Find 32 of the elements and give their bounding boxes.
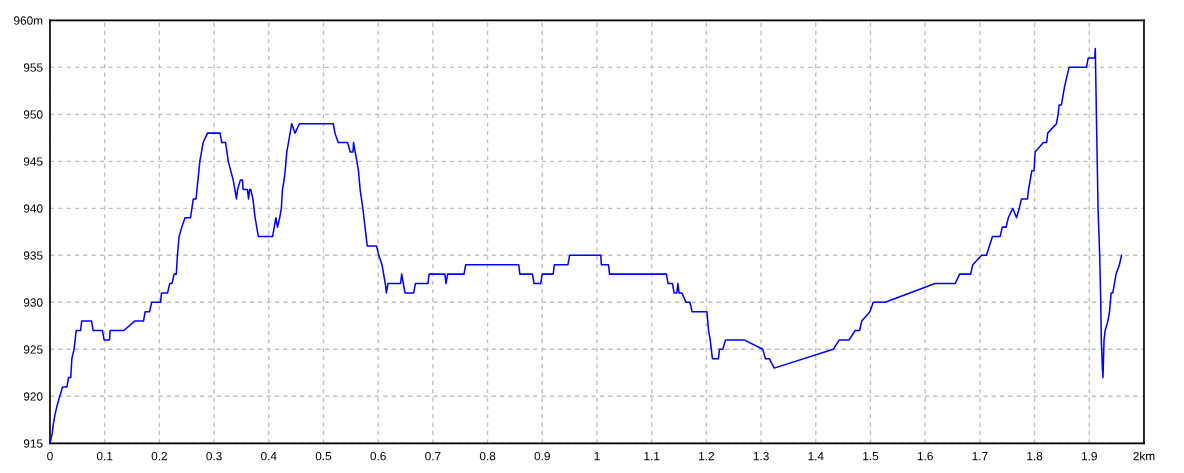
- x-tick-label: 1.4: [808, 452, 824, 461]
- y-tick-label: 915: [23, 439, 43, 448]
- x-tick-label: 0.5: [315, 451, 332, 461]
- y-tick-label: 935: [23, 251, 43, 260]
- x-tick-label: 1.6: [917, 451, 933, 461]
- y-tick-label: 955: [23, 63, 43, 72]
- x-tick-label: 0.8: [479, 451, 496, 461]
- x-tick-label: 0.6: [370, 451, 386, 461]
- x-tick-label: 1: [594, 452, 600, 461]
- x-tick-label: 0.9: [534, 451, 550, 461]
- x-tick-label: 1.9: [1081, 451, 1097, 461]
- y-tick-label: 925: [23, 345, 43, 354]
- x-tick-label: 0.1: [96, 451, 113, 461]
- x-tick-label: 1.5: [863, 452, 879, 461]
- y-tick-label: 950: [23, 110, 43, 119]
- x-tick-label: 0: [47, 451, 53, 461]
- x-tick-label: 1.7: [972, 452, 988, 461]
- x-tick-label: 0.3: [206, 451, 222, 461]
- y-tick-label: 940: [23, 204, 43, 213]
- y-tick-label: 920: [23, 392, 43, 401]
- y-tick-label: 930: [23, 298, 43, 307]
- y-tick-label: 960m: [14, 16, 43, 25]
- x-tick-label: 0.4: [261, 451, 277, 461]
- x-tick-label: 2km: [1133, 451, 1155, 461]
- line-series: [49, 47, 1123, 444]
- x-tick-label: 0.2: [151, 451, 167, 461]
- x-tick-label: 1.3: [753, 451, 769, 461]
- x-tick-label: 1.1: [644, 452, 660, 461]
- y-tick-label: 945: [23, 157, 43, 166]
- x-tick-label: 1.8: [1027, 451, 1043, 461]
- x-tick-label: 1.2: [699, 451, 714, 461]
- x-tick-label: 0.7: [425, 451, 441, 461]
